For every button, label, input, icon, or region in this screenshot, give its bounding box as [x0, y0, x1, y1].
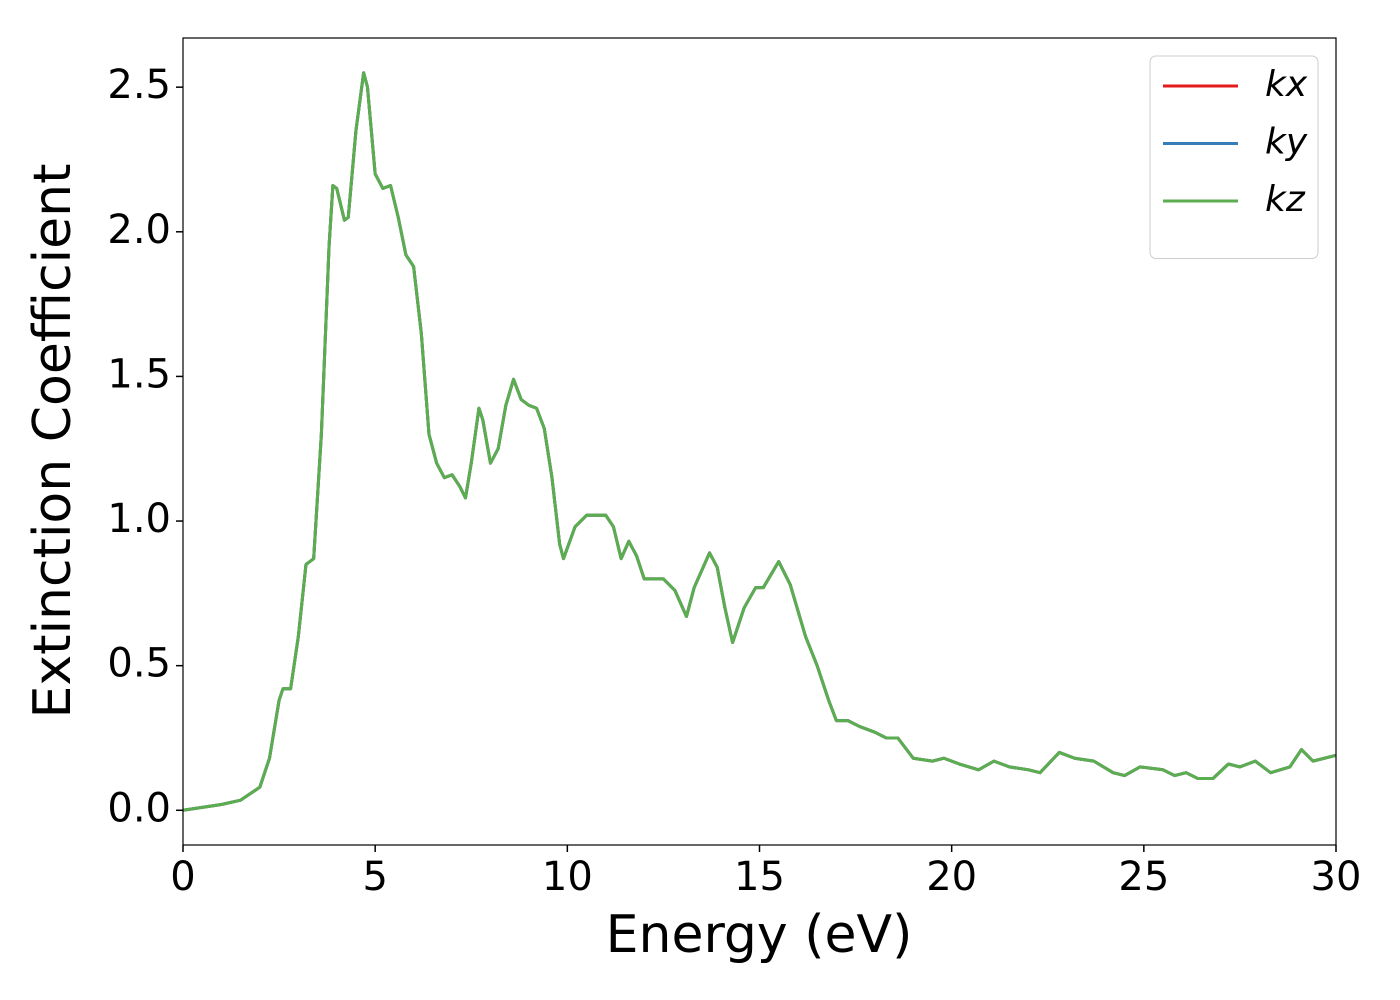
y-tick-label: 1.0 [107, 496, 171, 542]
legend-box [1149, 55, 1319, 259]
series-line [182, 71, 1337, 812]
x-tick-label: 15 [734, 854, 785, 900]
legend-label: kz [1265, 179, 1306, 220]
y-tick-label: 0.5 [107, 641, 171, 687]
y-tick-label: 1.5 [107, 351, 171, 397]
legend-label: ky [1265, 122, 1308, 163]
x-axis-label: Energy (eV) [606, 905, 913, 965]
y-tick-label: 0.0 [107, 785, 171, 831]
legend-label: kx [1265, 64, 1308, 105]
x-tick-label: 20 [926, 854, 977, 900]
y-tick-label: 2.5 [107, 62, 171, 108]
x-tick-label: 5 [362, 854, 387, 900]
plot-frame [182, 37, 1337, 846]
x-tick-label: 25 [1118, 854, 1169, 900]
x-tick-label: 10 [542, 854, 593, 900]
y-axis-label: Extinction Coefficient [23, 164, 83, 719]
x-tick-label: 0 [170, 854, 195, 900]
x-tick-label: 30 [1311, 854, 1362, 900]
y-tick-label: 2.0 [107, 207, 171, 253]
